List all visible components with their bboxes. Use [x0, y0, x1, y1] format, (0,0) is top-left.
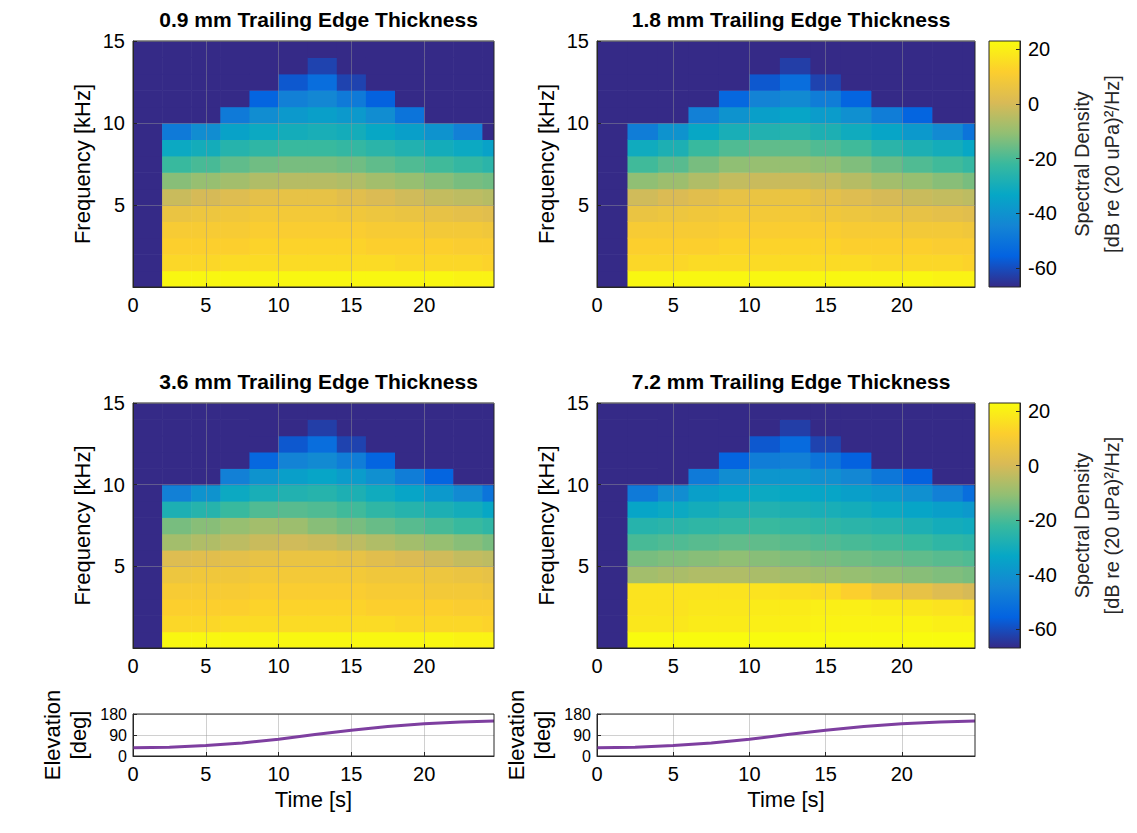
svg-text:10: 10 [738, 294, 760, 316]
svg-text:5: 5 [668, 294, 679, 316]
svg-text:5: 5 [114, 555, 125, 577]
svg-text:10: 10 [103, 474, 125, 496]
svg-text:0: 0 [127, 655, 138, 677]
svg-text:5: 5 [200, 763, 211, 785]
svg-text:5: 5 [200, 655, 211, 677]
svg-text:0: 0 [127, 763, 138, 785]
svg-text:[dB re (20 uPa)²/Hz]: [dB re (20 uPa)²/Hz] [1101, 75, 1123, 253]
svg-text:-60: -60 [1028, 618, 1057, 640]
svg-text:20: 20 [413, 763, 435, 785]
svg-text:-20: -20 [1028, 148, 1057, 170]
svg-text:5: 5 [578, 194, 589, 216]
svg-text:10: 10 [267, 655, 289, 677]
svg-text:15: 15 [567, 392, 589, 414]
svg-text:Time [s]: Time [s] [747, 787, 824, 812]
svg-text:Frequency [kHz]: Frequency [kHz] [534, 445, 559, 605]
svg-text:20: 20 [413, 294, 435, 316]
svg-text:180: 180 [100, 706, 127, 723]
svg-text:[deg]: [deg] [530, 711, 555, 760]
svg-text:1.8 mm Trailing Edge Thickness: 1.8 mm Trailing Edge Thickness [632, 8, 951, 31]
svg-text:0: 0 [591, 655, 602, 677]
svg-text:20: 20 [891, 294, 913, 316]
svg-text:0.9 mm Trailing Edge Thickness: 0.9 mm Trailing Edge Thickness [159, 8, 478, 31]
svg-text:Spectral Density: Spectral Density [1071, 91, 1093, 237]
svg-text:0: 0 [1028, 93, 1039, 115]
svg-text:15: 15 [340, 294, 362, 316]
svg-text:Elevation: Elevation [40, 690, 65, 781]
svg-text:15: 15 [567, 30, 589, 52]
svg-text:10: 10 [738, 655, 760, 677]
svg-text:15: 15 [340, 655, 362, 677]
svg-text:10: 10 [567, 112, 589, 134]
svg-text:-60: -60 [1028, 257, 1057, 279]
svg-text:Frequency [kHz]: Frequency [kHz] [70, 84, 95, 244]
svg-text:15: 15 [815, 763, 837, 785]
svg-text:15: 15 [103, 392, 125, 414]
svg-text:5: 5 [668, 655, 679, 677]
svg-text:-40: -40 [1028, 564, 1057, 586]
svg-text:3.6 mm Trailing Edge Thickness: 3.6 mm Trailing Edge Thickness [159, 370, 478, 393]
svg-text:20: 20 [891, 763, 913, 785]
svg-text:90: 90 [573, 727, 591, 744]
svg-text:Elevation: Elevation [504, 690, 529, 781]
svg-text:[deg]: [deg] [66, 711, 91, 760]
svg-text:15: 15 [340, 763, 362, 785]
svg-text:-20: -20 [1028, 509, 1057, 531]
svg-text:5: 5 [578, 555, 589, 577]
svg-text:Frequency [kHz]: Frequency [kHz] [534, 84, 559, 244]
svg-text:0: 0 [1028, 455, 1039, 477]
svg-text:5: 5 [114, 194, 125, 216]
svg-text:10: 10 [267, 763, 289, 785]
svg-text:0: 0 [591, 294, 602, 316]
svg-text:[dB re (20 uPa)²/Hz]: [dB re (20 uPa)²/Hz] [1101, 437, 1123, 615]
svg-text:10: 10 [267, 294, 289, 316]
svg-text:15: 15 [103, 30, 125, 52]
svg-text:20: 20 [413, 655, 435, 677]
svg-text:Spectral Density: Spectral Density [1071, 453, 1093, 599]
svg-text:10: 10 [738, 763, 760, 785]
svg-text:Frequency [kHz]: Frequency [kHz] [70, 445, 95, 605]
svg-text:20: 20 [1028, 38, 1050, 60]
svg-text:15: 15 [815, 294, 837, 316]
svg-text:7.2 mm Trailing Edge Thickness: 7.2 mm Trailing Edge Thickness [632, 370, 951, 393]
svg-text:5: 5 [200, 294, 211, 316]
svg-text:Time [s]: Time [s] [275, 787, 352, 812]
svg-text:0: 0 [127, 294, 138, 316]
svg-text:0: 0 [118, 748, 127, 765]
svg-text:20: 20 [1028, 400, 1050, 422]
svg-text:90: 90 [109, 727, 127, 744]
svg-text:0: 0 [591, 763, 602, 785]
svg-text:10: 10 [103, 112, 125, 134]
svg-text:10: 10 [567, 474, 589, 496]
svg-text:5: 5 [668, 763, 679, 785]
svg-text:0: 0 [582, 748, 591, 765]
svg-text:180: 180 [564, 706, 591, 723]
svg-text:-40: -40 [1028, 202, 1057, 224]
svg-text:20: 20 [891, 655, 913, 677]
svg-text:15: 15 [815, 655, 837, 677]
